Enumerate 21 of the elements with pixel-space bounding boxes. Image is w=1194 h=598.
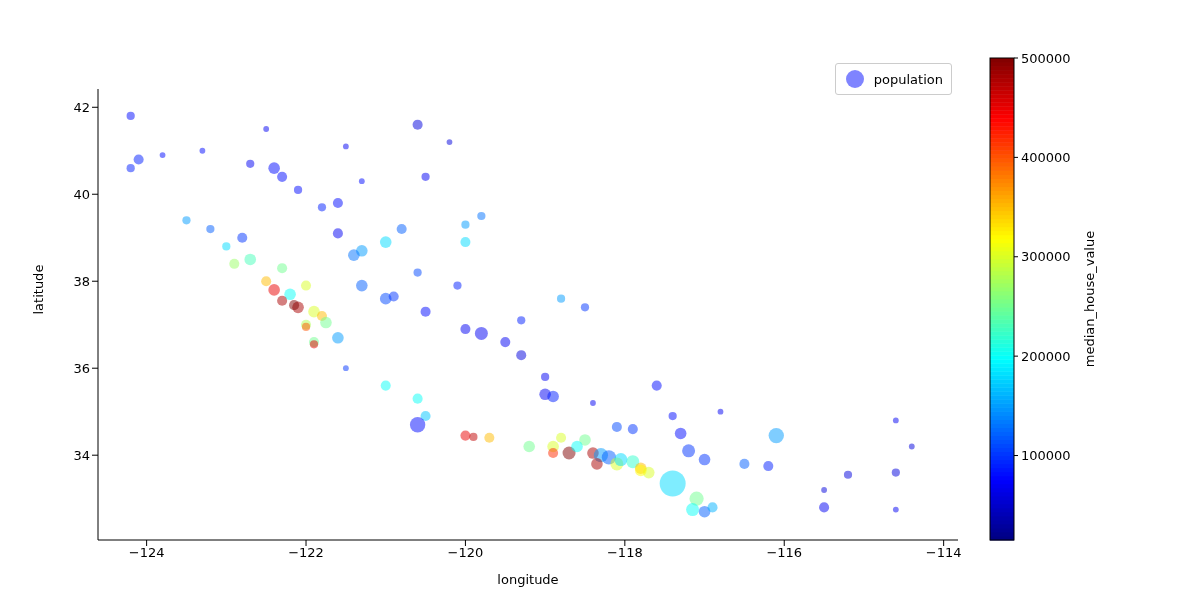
color-bar-label: 500000 [1021, 50, 1071, 66]
y-tick-label: 36 [73, 360, 90, 376]
x-tick-label: −114 [925, 545, 962, 561]
color-bar-label: 200000 [1021, 348, 1071, 364]
x-tick-label: −120 [447, 545, 484, 561]
color-bar-label: 100000 [1021, 448, 1071, 464]
x-tick-label: −116 [766, 545, 803, 561]
x-tick-label: −122 [288, 545, 324, 561]
y-axis-title: latitude [30, 264, 46, 315]
color-bar-title: median_house_value [1082, 230, 1097, 368]
color-bar-label: 400000 [1021, 149, 1071, 165]
x-tick-label: −118 [606, 545, 643, 561]
y-tick-label: 40 [73, 186, 90, 202]
x-tick-label: −124 [128, 545, 165, 561]
x-axis-title: longitude [497, 572, 559, 587]
y-tick-label: 38 [73, 273, 90, 289]
y-tick-label: 34 [73, 447, 90, 463]
y-tick-label: 42 [73, 99, 90, 115]
legend-label: population [873, 71, 943, 87]
color-bar-label: 300000 [1021, 249, 1071, 265]
legend-box: population [834, 63, 952, 95]
